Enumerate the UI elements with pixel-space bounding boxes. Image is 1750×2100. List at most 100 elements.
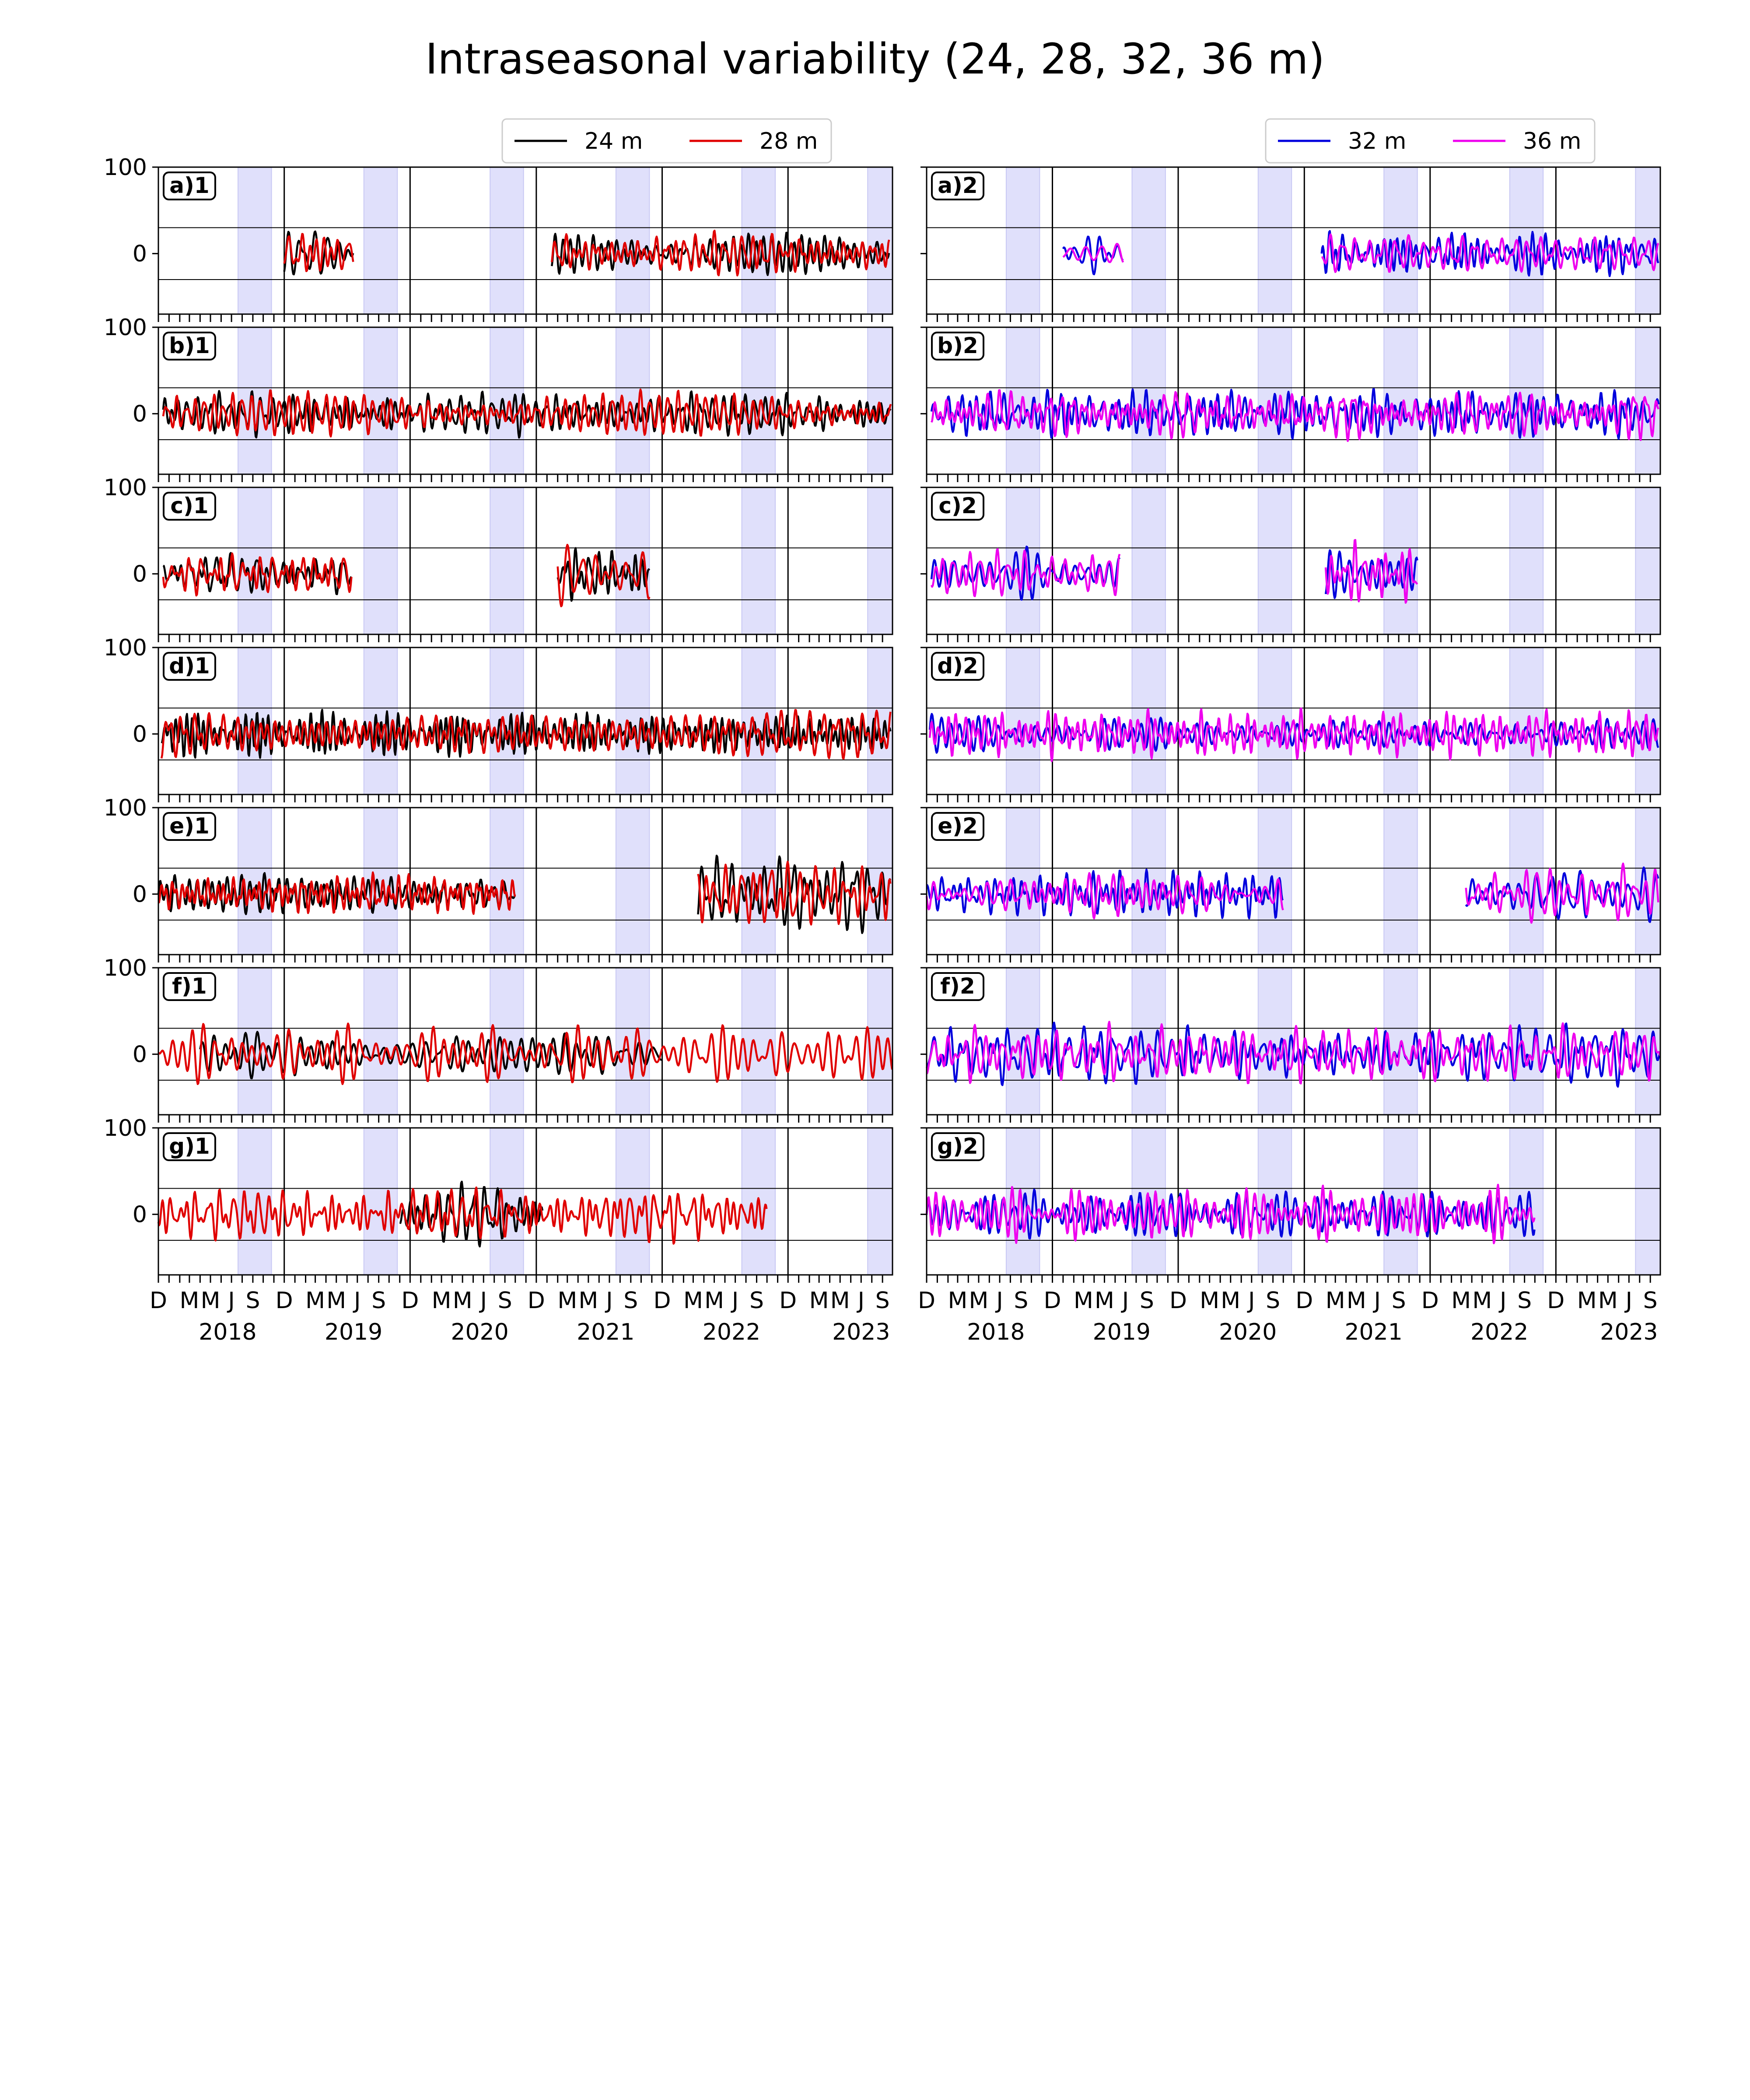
x-tick-label: M [1200, 1288, 1219, 1314]
panel-label-box [931, 812, 984, 841]
shaded-period [741, 647, 776, 795]
panel-label-box [163, 492, 216, 521]
y-tick-label: 0 [133, 561, 147, 588]
x-tick-label: J [227, 1288, 234, 1314]
x-tick-label: M [1347, 1288, 1366, 1314]
shaded-period [1509, 1127, 1544, 1275]
panel-e-2: e)2 [920, 807, 1661, 962]
legend-2: 32 m 36 m [1265, 118, 1596, 164]
legend-box [501, 118, 832, 164]
x-tick-label: S [1643, 1288, 1658, 1314]
shaded-period [1257, 487, 1292, 635]
year-label: 2018 [967, 1319, 1025, 1345]
legends: 24 m 28 m 32 m 36 m [501, 118, 1596, 164]
panel-label: c)1 [163, 492, 216, 521]
panel-label-box [931, 332, 984, 360]
panel-d-1: 0 100 d)1 [104, 635, 893, 802]
x-tick-label: M [704, 1288, 724, 1314]
shaded-period [490, 807, 524, 955]
x-tick-label: S [1266, 1288, 1280, 1314]
year-label: 2023 [832, 1319, 890, 1345]
year-label: 2023 [1600, 1319, 1658, 1345]
x-tick-label: D [653, 1288, 671, 1314]
shaded-period [1257, 167, 1292, 315]
shaded-period [615, 647, 650, 795]
panel-label-text: g)2 [937, 1134, 978, 1159]
x-tick-label: D [276, 1288, 293, 1314]
legend-label: 28 m [760, 128, 818, 154]
panel-label: d)2 [931, 652, 984, 681]
series-line-36m [926, 1021, 1661, 1085]
panel-c-2: c)2 [920, 486, 1661, 642]
panel-label-box [163, 332, 216, 360]
panel-label-box [931, 972, 984, 1001]
year-label: 2021 [1344, 1319, 1402, 1345]
shaded-period [1005, 167, 1040, 315]
panel-label: b)2 [931, 332, 984, 360]
x-tick-label: S [1140, 1288, 1154, 1314]
x-tick-label: D [150, 1288, 167, 1314]
x-tick-label: D [918, 1288, 935, 1314]
series-line-36m [925, 872, 1284, 920]
series-line-32m [928, 713, 1659, 754]
x-tick-label: S [371, 1288, 386, 1314]
series-line-32m [1062, 235, 1124, 276]
panel-label: g)2 [931, 1132, 984, 1161]
x-tick-label: M [1074, 1288, 1093, 1314]
series-line-28m [157, 1186, 768, 1245]
series-line-28m [158, 871, 516, 915]
panel-label: f)2 [931, 972, 984, 1001]
panel-g-1: 0 100 g)1 [104, 1115, 893, 1283]
x-tick-label: M [1326, 1288, 1345, 1314]
panel-a-2: a)2 [920, 166, 1661, 322]
shaded-period [867, 487, 893, 635]
shaded-period [490, 167, 524, 315]
shaded-period [1257, 647, 1292, 795]
y-tick-label: 100 [104, 315, 147, 341]
panel-a-1: 0 100 a)1 [104, 154, 893, 322]
series-line-36m [1321, 233, 1659, 273]
panel-label-box [931, 652, 984, 681]
series-line-28m [283, 233, 354, 273]
shaded-period [867, 327, 893, 475]
x-tick-label: M [179, 1288, 199, 1314]
panel-c-1: 0 100 c)1 [104, 475, 893, 642]
x-tick-label: M [201, 1288, 220, 1314]
panel-b-2: b)2 [920, 326, 1661, 482]
series-line-32m [930, 388, 1660, 440]
x-tick-label: M [1598, 1288, 1618, 1314]
panel-label: a)2 [931, 172, 984, 200]
panel-b-1: 0 100 b)1 [104, 315, 893, 482]
shaded-period [363, 327, 398, 475]
x-tick-label: M [432, 1288, 452, 1314]
x-tick-label: J [731, 1288, 738, 1314]
series-line-32m [925, 1188, 1536, 1240]
shaded-period [1383, 807, 1418, 955]
year-label: 2022 [1470, 1319, 1528, 1345]
panel-label-text: e)2 [938, 813, 978, 839]
x-tick-label: S [1014, 1288, 1028, 1314]
panel-label: a)1 [163, 172, 216, 200]
shaded-period [1131, 167, 1166, 315]
panel-label-text: a)2 [938, 173, 977, 198]
y-tick-label: 100 [104, 955, 147, 981]
series-line-28m [556, 544, 651, 608]
panel-d-2: d)2 [920, 647, 1661, 802]
legend-label: 36 m [1523, 128, 1581, 154]
x-tick-label: M [1472, 1288, 1492, 1314]
shaded-period [1635, 487, 1661, 635]
x-tick-label: J [1498, 1288, 1506, 1314]
x-tick-label: D [528, 1288, 545, 1314]
panel-label-box [931, 1132, 984, 1161]
series-line-24m [199, 1031, 663, 1079]
x-tick-label: D [1043, 1288, 1061, 1314]
x-tick-label: J [1373, 1288, 1381, 1314]
panel-label-text: a)1 [169, 173, 209, 198]
x-tick-label: S [1392, 1288, 1406, 1314]
series-line-28m [162, 552, 353, 597]
shaded-period [1257, 807, 1292, 955]
shaded-period [490, 327, 524, 475]
year-label: 2020 [1219, 1319, 1277, 1345]
series-line-36m [928, 707, 1659, 763]
x-tick-label: J [1247, 1288, 1255, 1314]
